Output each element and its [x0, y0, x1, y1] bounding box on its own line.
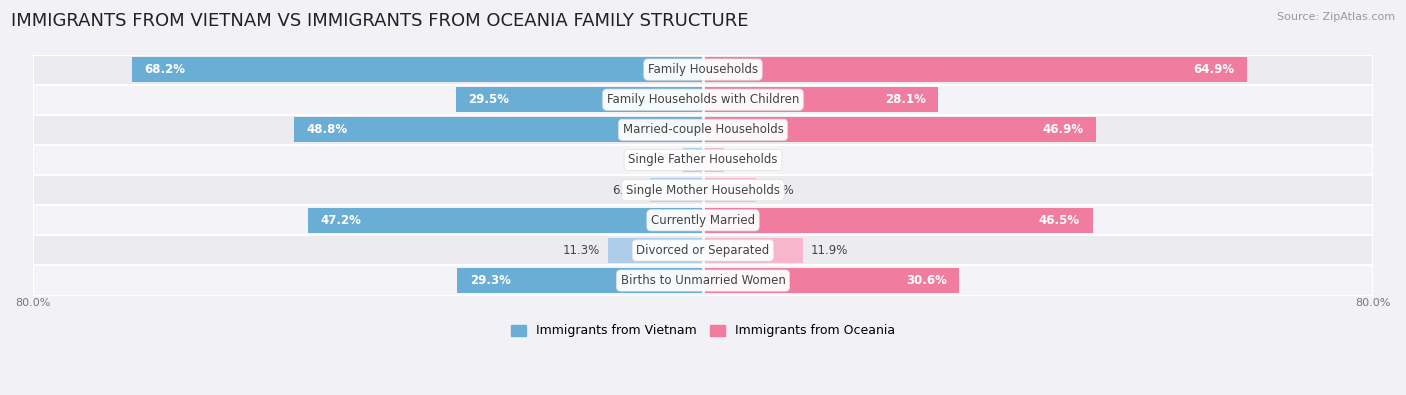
Text: Divorced or Separated: Divorced or Separated	[637, 244, 769, 257]
Bar	[308, 208, 703, 233]
Text: 2.4%: 2.4%	[644, 154, 675, 167]
Bar	[703, 57, 1247, 82]
Text: 11.9%: 11.9%	[811, 244, 848, 257]
Text: Family Households: Family Households	[648, 63, 758, 76]
Text: 68.2%: 68.2%	[145, 63, 186, 76]
Text: Single Mother Households: Single Mother Households	[626, 184, 780, 197]
Text: Family Households with Children: Family Households with Children	[607, 93, 799, 106]
Bar	[132, 57, 703, 82]
Bar	[32, 55, 1374, 85]
Bar	[703, 87, 938, 112]
Bar	[32, 205, 1374, 235]
Bar	[32, 145, 1374, 175]
Bar	[32, 235, 1374, 265]
Text: IMMIGRANTS FROM VIETNAM VS IMMIGRANTS FROM OCEANIA FAMILY STRUCTURE: IMMIGRANTS FROM VIETNAM VS IMMIGRANTS FR…	[11, 12, 749, 30]
Bar	[32, 115, 1374, 145]
Text: 6.3%: 6.3%	[765, 184, 794, 197]
Bar	[650, 178, 703, 203]
Text: 46.5%: 46.5%	[1039, 214, 1080, 227]
Text: 30.6%: 30.6%	[905, 274, 946, 287]
Bar	[703, 117, 1095, 142]
Text: 48.8%: 48.8%	[307, 123, 347, 136]
Text: 6.3%: 6.3%	[612, 184, 641, 197]
Bar	[32, 265, 1374, 295]
Text: 2.5%: 2.5%	[733, 154, 762, 167]
Bar	[294, 117, 703, 142]
Bar	[703, 268, 959, 293]
Text: Births to Unmarried Women: Births to Unmarried Women	[620, 274, 786, 287]
Text: 29.5%: 29.5%	[468, 93, 509, 106]
Bar	[703, 208, 1092, 233]
Text: 46.9%: 46.9%	[1042, 123, 1084, 136]
Bar	[457, 268, 703, 293]
Bar	[32, 85, 1374, 115]
Text: 28.1%: 28.1%	[884, 93, 927, 106]
Bar	[703, 148, 724, 172]
Bar	[683, 148, 703, 172]
Bar	[456, 87, 703, 112]
Text: 29.3%: 29.3%	[470, 274, 510, 287]
Bar	[609, 238, 703, 263]
Text: Single Father Households: Single Father Households	[628, 154, 778, 167]
Bar	[703, 178, 756, 203]
Text: Source: ZipAtlas.com: Source: ZipAtlas.com	[1277, 12, 1395, 22]
Text: Currently Married: Currently Married	[651, 214, 755, 227]
Bar	[32, 175, 1374, 205]
Legend: Immigrants from Vietnam, Immigrants from Oceania: Immigrants from Vietnam, Immigrants from…	[506, 320, 900, 342]
Text: 11.3%: 11.3%	[562, 244, 600, 257]
Text: Married-couple Households: Married-couple Households	[623, 123, 783, 136]
Text: 64.9%: 64.9%	[1194, 63, 1234, 76]
Text: 47.2%: 47.2%	[321, 214, 361, 227]
Bar	[703, 238, 803, 263]
